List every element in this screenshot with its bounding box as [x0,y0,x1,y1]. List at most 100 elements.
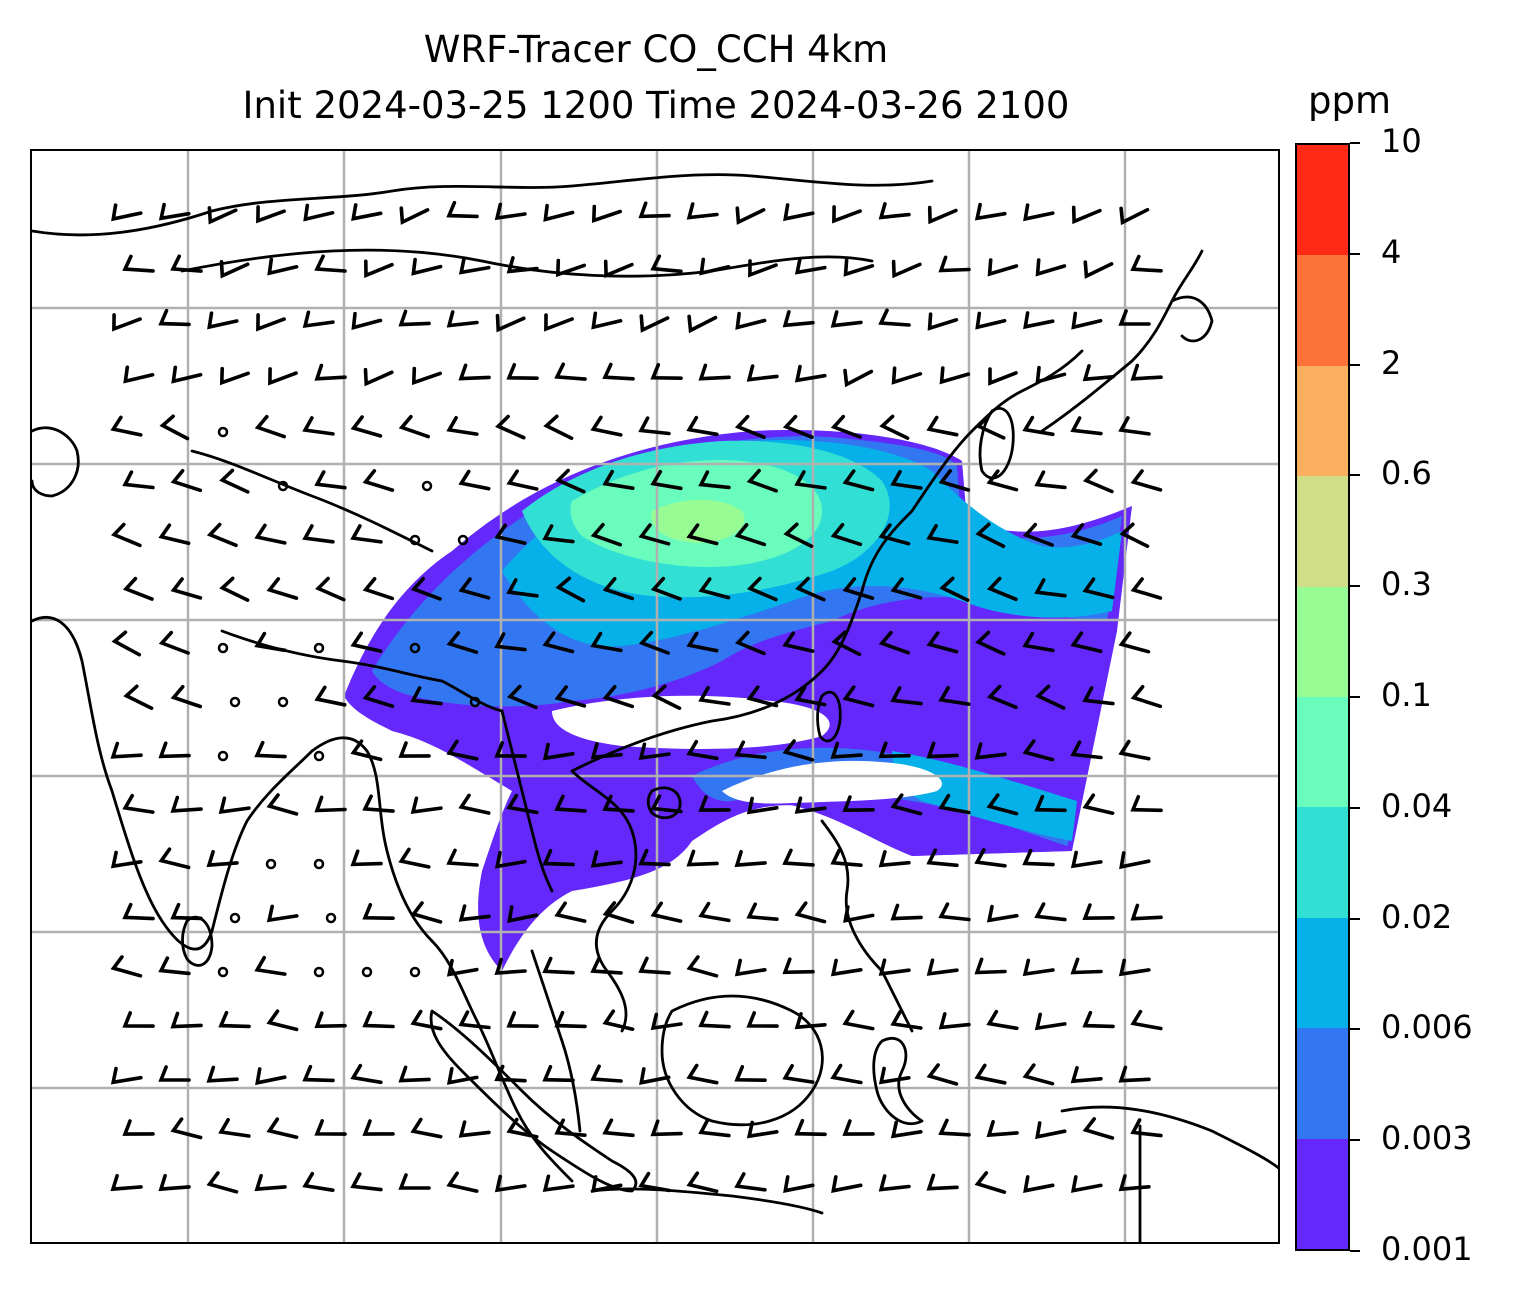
wind-barb [746,468,778,493]
wind-barb [878,741,911,759]
wind-barb [362,685,395,708]
wind-barb [398,1173,431,1190]
wind-barb [446,631,479,654]
wind-barb [122,793,155,814]
wind-barb [602,577,635,601]
wind-barb [1130,903,1163,921]
wind-barb [843,368,874,388]
wind-barb [219,366,250,386]
wind-barb [495,313,526,333]
chart-title: WRF-Tracer CO_CCH 4km [423,28,889,71]
wind-barb [975,311,1007,330]
wind-barb [1023,1175,1055,1193]
wind-barb [878,958,911,976]
wind-barb [975,414,1006,440]
wind-barb [650,901,683,923]
wind-barb [699,257,731,276]
wind-barb [218,1010,251,1029]
wind-barb [266,577,299,600]
wind-barb [602,685,635,709]
wind-barb [830,414,862,439]
wind-barb [974,957,1007,975]
wind-barb [362,469,395,492]
colorbar-segment [1297,476,1348,587]
wind-barb [890,470,923,490]
wind-barb [1130,363,1163,381]
wind-barb [506,578,539,598]
colorbar-tick-label: 4 [1381,232,1402,271]
wind-barb [171,365,203,384]
wind-barb [590,522,622,547]
wind-barb [256,205,286,224]
border-indochina [500,709,554,893]
wind-barb [206,522,238,548]
wind-barb [639,314,670,333]
wind-barb [122,254,155,273]
wind-barb [170,795,203,813]
wind-barb [1082,793,1115,815]
wind-barb [351,203,383,221]
wind-barb [746,902,779,921]
wind-barb [170,1117,203,1140]
coastline-sri-lanka [181,915,214,967]
coastline-mongolia-border [180,248,874,278]
wind-barb [170,685,203,709]
wind-barb [831,1175,863,1193]
wind-barb [698,1118,731,1138]
wind-barb [891,366,923,385]
colorbar-tick-label: 0.02 [1381,897,1453,936]
wind-barb [926,1063,959,1086]
wind-barb [314,685,347,707]
wind-barb [686,631,719,653]
wind-barb [1082,1117,1115,1140]
wind-barb [782,414,814,439]
wind-barb [734,414,766,439]
coastline-indochina [570,769,638,1033]
wind-barb [782,631,815,653]
wind-barb [926,741,959,759]
wind-barb [446,310,479,328]
colorbar-tick [1350,363,1360,366]
coastline-sumatra [429,1009,638,1193]
wind-barb [651,684,682,710]
wind-barb [591,1175,623,1193]
wind-barb [506,684,538,710]
wind-barb [207,206,238,225]
wind-barb [266,1117,299,1139]
colorbar-segment [1297,1138,1348,1250]
wind-barb [363,367,394,387]
wind-barb [1035,365,1067,385]
wind-barb [302,524,335,544]
wind-barb [218,796,251,815]
colorbar-tick-label: 0.1 [1381,676,1432,714]
wind-barb [590,631,623,653]
wind-barb [686,1063,719,1085]
wind-barb [458,1010,491,1030]
wind-barb [362,577,395,601]
calm-wind-marker [469,696,481,708]
colorbar-tick [1350,252,1360,255]
wind-barb [698,901,731,923]
wind-barb [830,848,863,867]
wind-barb [782,1064,815,1084]
colorbar-segment [1297,917,1348,1029]
wind-barb [494,1064,527,1083]
wind-barb [266,1009,299,1032]
wind-barb [698,470,731,490]
wind-barb [938,469,971,492]
plume-gap [552,695,830,749]
wind-barb [1022,415,1055,437]
wind-barb [1070,1066,1103,1084]
wind-barb [314,470,347,490]
wind-barb [830,741,863,759]
wind-barb [350,739,383,762]
wind-barb [986,1119,1019,1138]
wind-barb [590,956,623,975]
wind-barb [782,848,815,867]
wind-barb [602,1009,635,1031]
wind-barb [446,958,479,977]
wind-barb [734,1065,767,1082]
wind-barb [926,848,959,868]
wind-barb [1130,577,1163,600]
